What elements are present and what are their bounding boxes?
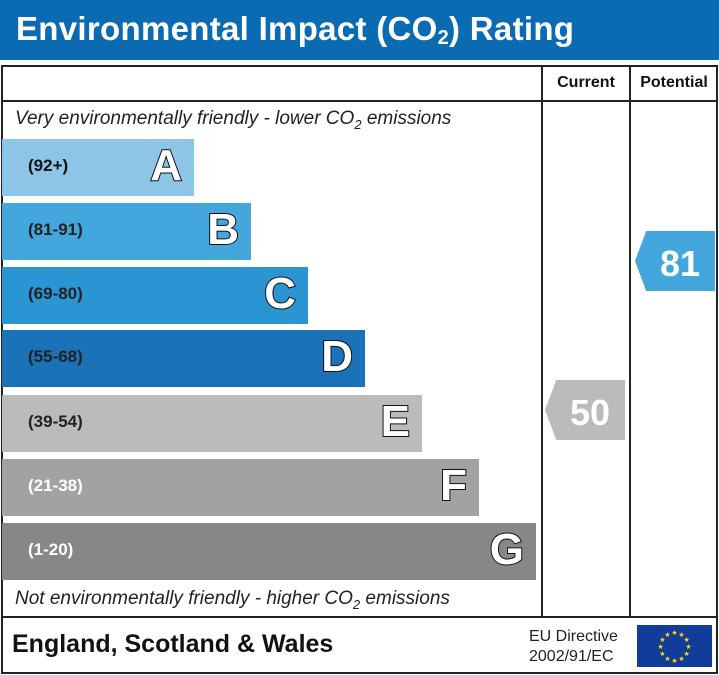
band-range: (21-38) <box>28 476 83 495</box>
star-icon: ★ <box>683 650 689 658</box>
band-range: (92+) <box>28 156 69 175</box>
top-note: Very environmentally friendly - lower CO… <box>15 108 452 132</box>
band-range: (81-91) <box>28 220 83 239</box>
band-letter: G <box>489 524 525 575</box>
band-bar-a: (92+) A <box>2 139 194 196</box>
bottom-note: Not environmentally friendly - higher CO… <box>15 588 450 612</box>
column-header-potential: Potential <box>640 74 708 91</box>
band-letter: C <box>263 268 297 319</box>
band-bar-c: (69-80) C <box>2 267 308 324</box>
band-range: (55-68) <box>28 347 83 366</box>
column-divider <box>541 65 543 618</box>
chart-title: Environmental Impact (CO2) Rating <box>0 0 719 60</box>
band-letter: D <box>320 331 354 382</box>
band-range: (69-80) <box>28 284 83 303</box>
eu-directive: EU Directive 2002/91/EC <box>529 628 618 665</box>
band-bar-g: (1-20) G <box>2 523 536 580</box>
star-icon: ★ <box>664 655 670 663</box>
column-divider <box>629 65 631 618</box>
star-icon: ★ <box>671 657 677 665</box>
band-letter: B <box>206 204 240 255</box>
band-letter: A <box>149 140 183 191</box>
region-label: England, Scotland & Wales <box>12 630 334 658</box>
star-icon: ★ <box>664 631 670 639</box>
column-header-current: Current <box>557 74 615 91</box>
footer-divider <box>1 616 718 618</box>
header-row-divider <box>1 100 718 102</box>
band-range: (39-54) <box>28 412 83 431</box>
star-icon: ★ <box>685 643 691 651</box>
star-icon: ★ <box>659 650 665 658</box>
band-letter: F <box>439 460 468 511</box>
band-bar-e: (39-54) E <box>2 395 422 452</box>
band-letter: E <box>380 396 411 447</box>
star-icon: ★ <box>678 631 684 639</box>
band-bar-b: (81-91) B <box>2 203 251 260</box>
star-icon: ★ <box>678 655 684 663</box>
band-bar-f: (21-38) F <box>2 459 479 516</box>
star-icon: ★ <box>659 636 665 644</box>
star-icon: ★ <box>671 629 677 637</box>
current-rating-arrow: 50 <box>545 380 625 440</box>
star-icon: ★ <box>657 643 663 651</box>
band-bar-d: (55-68) D <box>2 330 365 387</box>
current-rating-value: 50 <box>569 392 611 433</box>
potential-rating-value: 81 <box>659 243 701 284</box>
band-range: (1-20) <box>28 540 74 559</box>
star-icon: ★ <box>683 636 689 644</box>
eu-flag-icon: ★★★★★★★★★ ★ ★★ <box>637 625 712 667</box>
potential-rating-arrow: 81 <box>635 231 715 291</box>
